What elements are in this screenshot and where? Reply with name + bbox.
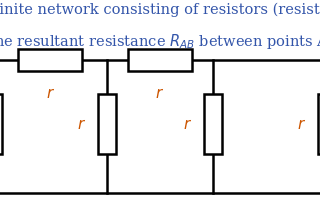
Text: $r$: $r$: [156, 86, 164, 101]
Bar: [0, 94, 3, 154]
Text: $r$: $r$: [46, 86, 55, 101]
Text: finite network consisting of resistors (resistance: finite network consisting of resistors (…: [0, 2, 320, 16]
Bar: [128, 49, 192, 71]
Bar: [99, 94, 116, 154]
Bar: [18, 49, 83, 71]
Text: $r$: $r$: [297, 117, 306, 132]
Text: $r$: $r$: [77, 117, 86, 132]
Bar: [204, 94, 222, 154]
Text: $r$: $r$: [183, 117, 192, 132]
Bar: [318, 94, 320, 154]
Text: he resultant resistance $R_{AB}$ between points A and: he resultant resistance $R_{AB}$ between…: [0, 32, 320, 51]
